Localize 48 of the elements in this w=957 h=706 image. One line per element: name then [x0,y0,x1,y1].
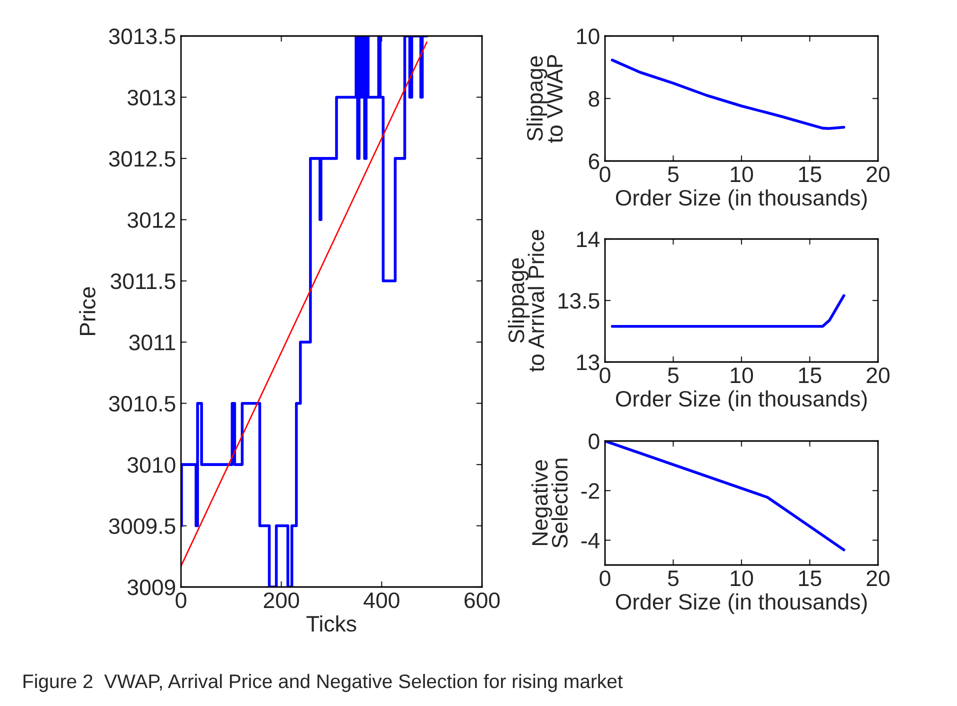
x-tick-label: 200 [264,592,300,608]
x-tick-label: 0 [600,166,610,182]
y-tick-label: 3013 [128,90,176,106]
x-tick-label: 0 [176,592,186,608]
x-axis-title: Order Size (in thousands) [616,390,867,412]
x-tick-label: 5 [668,570,678,586]
x-axis-title: Order Size (in thousands) [616,593,867,614]
x-tick-label: 0 [600,367,610,384]
x-tick-label: 400 [364,592,400,608]
y-axis-title: Slippage to VWAP [526,55,563,143]
y-tick-label: 8 [588,91,600,107]
y-tick-label: 3011 [129,334,176,350]
y-tick-label: 3013.5 [109,28,176,44]
y-tick-label: 6 [588,154,600,170]
x-tick-label: 15 [799,166,822,182]
x-tick-label: 5 [668,368,678,384]
x-tick-label: 600 [464,592,500,608]
y-axis-title: Slippage to Arrival Price [508,230,544,372]
caption: Figure 2 VWAP, Arrival Price and Negative Selection for rising market [24,674,623,692]
y-tick-label: 14 [577,232,600,248]
y-tick-label: 13.5 [558,293,600,309]
x-tick-label: 10 [730,570,753,586]
x-tick-label: 20 [866,570,890,586]
x-tick-label: 15 [799,368,822,384]
y-tick-label: 0 [588,434,600,450]
y-tick-label: 3012 [128,212,176,228]
x-tick-label: 20 [866,166,890,182]
y-axis-title: Negative Selection [531,458,568,548]
x-tick-label: 15 [799,570,822,586]
x-tick-label: 10 [730,367,753,384]
x-tick-label: 10 [730,166,753,182]
x-tick-label: 5 [668,166,678,182]
y-tick-label: 13 [577,354,600,370]
y-tick-label: 3012.5 [109,150,176,167]
line-series [610,58,846,130]
y-tick-label: 3010 [128,457,176,473]
x-tick-label: 20 [866,367,890,384]
y-tick-label: -2 [581,483,600,499]
y-tick-label: 3009.5 [109,518,176,534]
x-axis-title: Ticks [306,615,356,632]
y-tick-label: 3010.5 [109,396,176,412]
y-tick-label: 3011.5 [110,273,176,290]
x-tick-label: 0 [600,570,610,586]
y-tick-label: 3009 [128,580,176,596]
x-axis-title: Order Size (in thousands) [616,189,867,210]
y-tick-label: 10 [577,28,600,44]
y-tick-label: -4 [581,532,600,548]
y-axis-title: Price [79,287,96,335]
